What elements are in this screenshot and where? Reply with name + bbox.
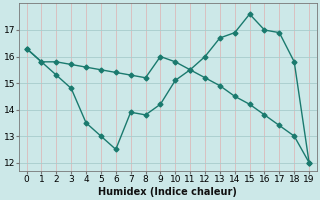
X-axis label: Humidex (Indice chaleur): Humidex (Indice chaleur)	[98, 187, 237, 197]
